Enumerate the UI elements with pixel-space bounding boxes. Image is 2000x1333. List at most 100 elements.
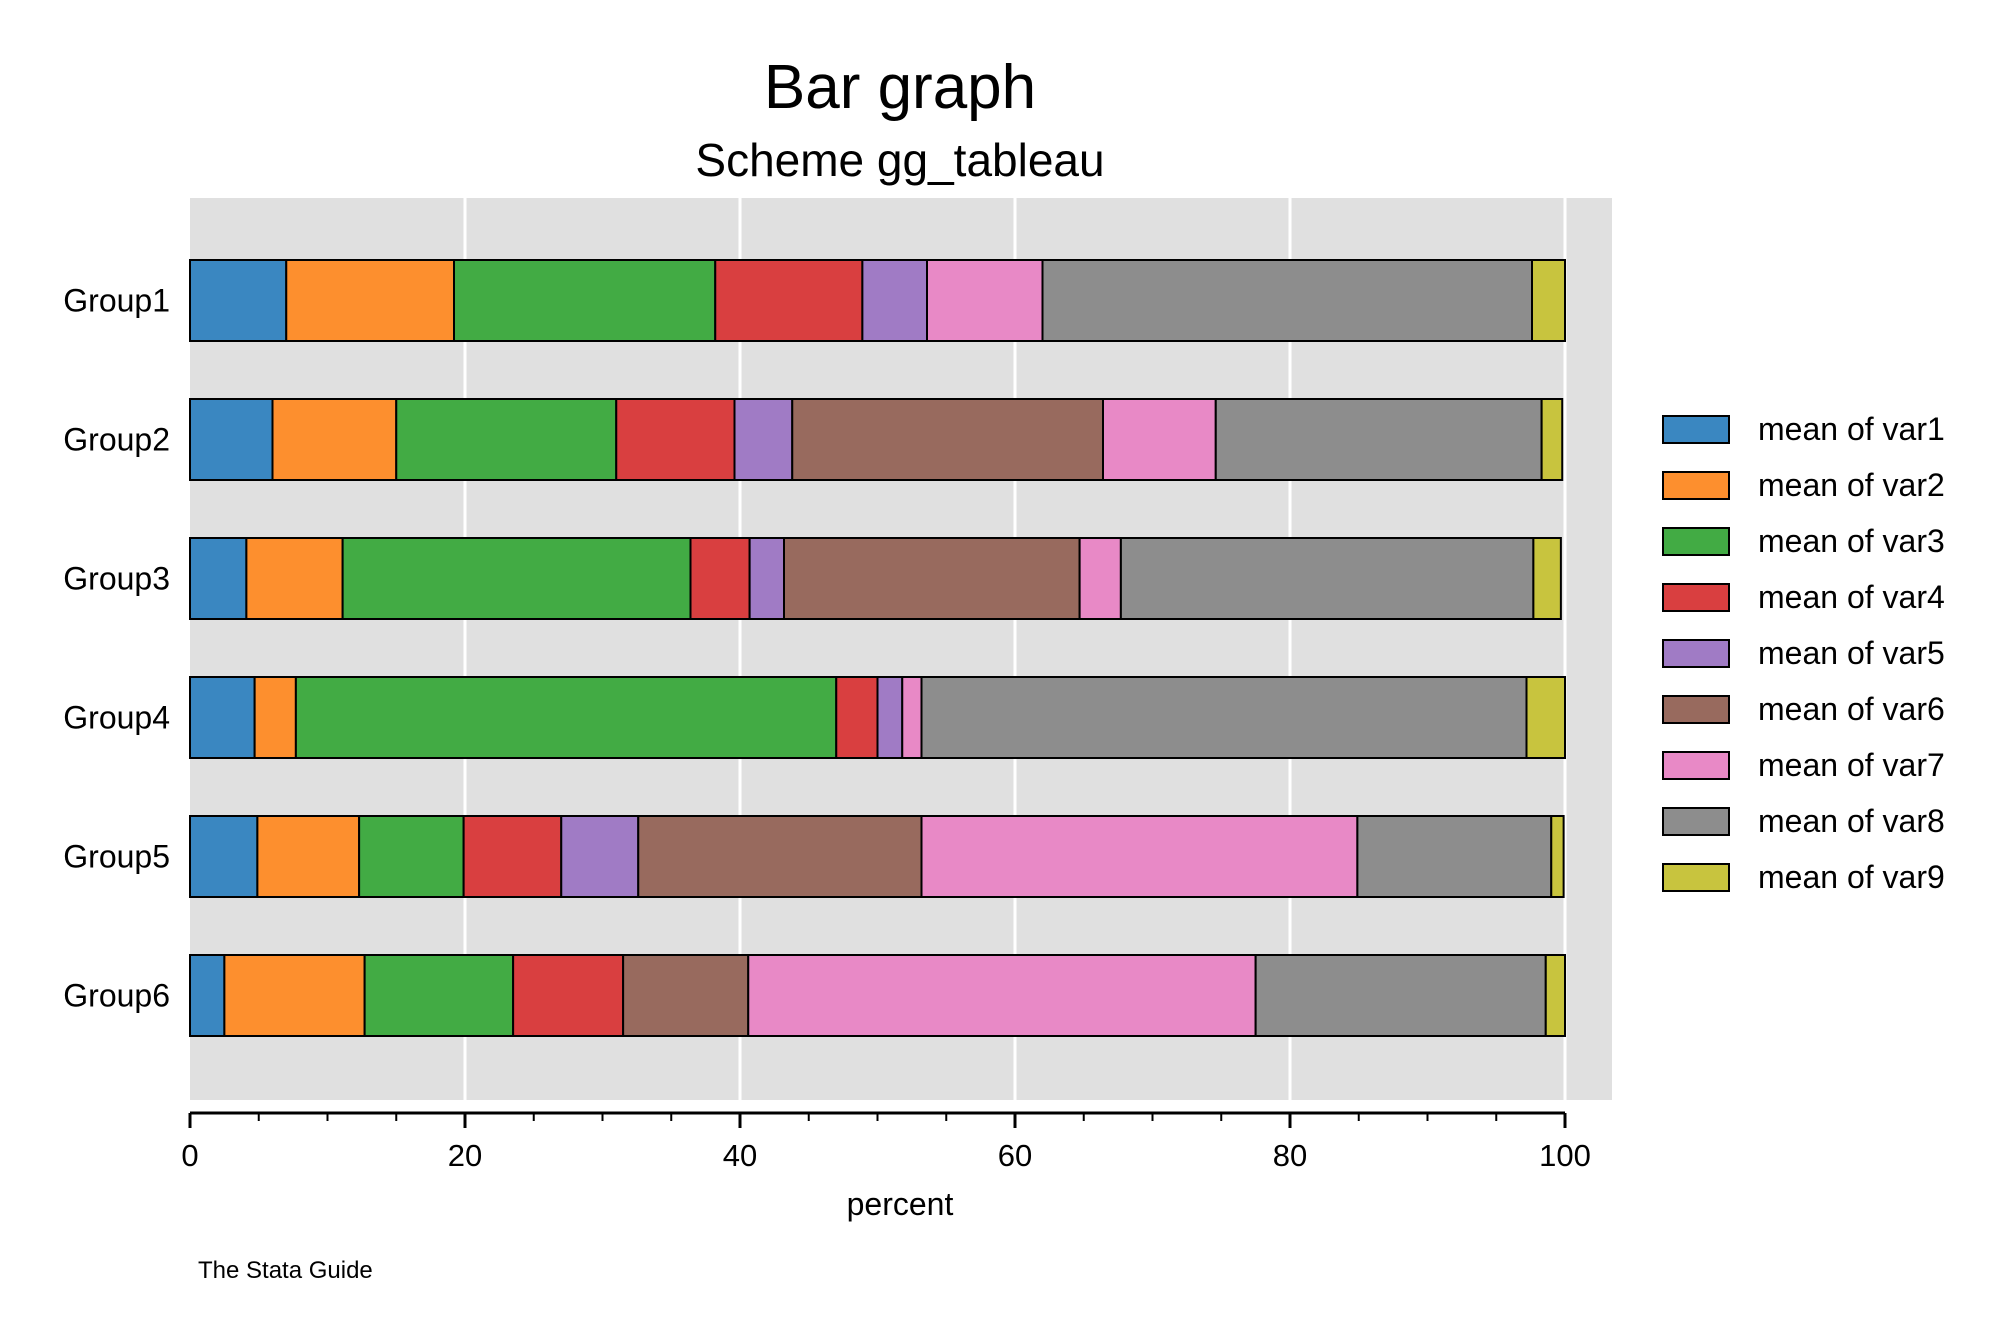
legend-label: mean of var2	[1758, 467, 1945, 503]
category-label: Group4	[63, 700, 170, 736]
bar-segment-group2-var4	[615, 398, 736, 481]
bar-group-group3	[189, 537, 1562, 620]
gridlines	[463, 198, 1567, 1100]
category-label: Group6	[63, 978, 170, 1014]
bar-group-group5	[189, 815, 1565, 898]
bar-segment-group6-var7	[747, 954, 1257, 1037]
bar-segment-group5-var1	[189, 815, 259, 898]
x-tick-label: 60	[998, 1138, 1032, 1173]
category-labels: Group1 Group2 Group3 Group4 Group5 Group6	[63, 283, 170, 1014]
x-tick-label: 80	[1273, 1138, 1307, 1173]
legend: mean of var1 mean of var2 mean of var3 mean…	[1662, 411, 1945, 895]
legend-swatch	[1662, 415, 1730, 444]
bar-segment-group6-var6	[622, 954, 750, 1037]
legend-label: mean of var8	[1758, 803, 1945, 839]
bar-segment-group5-var3	[358, 815, 465, 898]
bar-segment-group4-var1	[189, 676, 256, 759]
bar-segment-group6-var4	[512, 954, 625, 1037]
bars	[189, 259, 1566, 1037]
bar-segment-group5-var9	[1550, 815, 1565, 898]
bar-segment-group3-var8	[1119, 537, 1535, 620]
bar-segment-group5-var4	[462, 815, 563, 898]
bar-segment-group5-var6	[637, 815, 923, 898]
bar-segment-group3-var6	[783, 537, 1081, 620]
bar-segment-group2-var9	[1540, 398, 1564, 481]
x-tick-label: 100	[1539, 1138, 1591, 1173]
bar-segment-group2-var5	[733, 398, 794, 481]
legend-label: mean of var7	[1758, 747, 1945, 783]
bar-segment-group4-var3	[294, 676, 838, 759]
legend-item-var3: mean of var3	[1662, 523, 1945, 559]
bar-segment-group1-var3	[453, 259, 717, 342]
category-label: Group5	[63, 839, 170, 875]
legend-label: mean of var3	[1758, 523, 1945, 559]
legend-label: mean of var9	[1758, 859, 1945, 895]
category-label: Group1	[63, 283, 170, 319]
bar-group-group2	[189, 398, 1564, 481]
bar-segment-group2-var8	[1214, 398, 1543, 481]
legend-swatch	[1662, 527, 1730, 556]
legend-label: mean of var5	[1758, 635, 1945, 671]
category-label: Group3	[63, 561, 170, 597]
bar-segment-group4-var9	[1525, 676, 1566, 759]
bar-group-group4	[189, 676, 1566, 759]
bar-segment-group4-var7	[901, 676, 923, 759]
category-label: Group2	[63, 422, 170, 458]
bar-segment-group6-var1	[189, 954, 226, 1037]
legend-swatch	[1662, 583, 1730, 612]
legend-swatch	[1662, 471, 1730, 500]
bar-segment-group1-var4	[714, 259, 864, 342]
bar-segment-group2-var3	[395, 398, 618, 481]
x-axis: 0 20 40 60 80 100	[181, 1111, 1591, 1173]
x-tick-label: 20	[448, 1138, 482, 1173]
bar-segment-group6-var9	[1544, 954, 1566, 1037]
bar-segment-group3-var1	[189, 537, 248, 620]
legend-item-var9: mean of var9	[1662, 859, 1945, 895]
legend-item-var8: mean of var8	[1662, 803, 1945, 839]
bar-segment-group5-var2	[256, 815, 361, 898]
bar-segment-group4-var8	[920, 676, 1528, 759]
bar-segment-group2-var2	[271, 398, 398, 481]
legend-swatch	[1662, 863, 1730, 892]
bar-segment-group2-var7	[1102, 398, 1217, 481]
bar-segment-group3-var5	[748, 537, 785, 620]
plot-area	[190, 198, 1612, 1100]
legend-item-var4: mean of var4	[1662, 579, 1945, 615]
chart-title: Bar graph	[764, 53, 1036, 122]
bar-segment-group2-var6	[791, 398, 1104, 481]
legend-item-var6: mean of var6	[1662, 691, 1945, 727]
bar-group-group6	[189, 954, 1566, 1037]
x-axis-title: percent	[847, 1186, 954, 1222]
x-tick-label: 40	[723, 1138, 757, 1173]
legend-swatch	[1662, 807, 1730, 836]
legend-item-var1: mean of var1	[1662, 411, 1945, 447]
bar-segment-group1-var7	[926, 259, 1044, 342]
legend-swatch	[1662, 695, 1730, 724]
bar-segment-group6-var3	[363, 954, 515, 1037]
bar-segment-group6-var8	[1254, 954, 1547, 1037]
bar-segment-group3-var3	[341, 537, 692, 620]
bar-segment-group5-var8	[1356, 815, 1553, 898]
bar-segment-group1-var8	[1041, 259, 1533, 342]
bar-segment-group4-var2	[253, 676, 297, 759]
legend-label: mean of var4	[1758, 579, 1945, 615]
bar-group-group1	[189, 259, 1566, 342]
bar-segment-group4-var5	[876, 676, 904, 759]
bar-segment-group3-var7	[1078, 537, 1122, 620]
chart-subtitle: Scheme gg_tableau	[695, 134, 1104, 186]
bar-segment-group1-var9	[1531, 259, 1566, 342]
legend-label: mean of var1	[1758, 411, 1945, 447]
legend-swatch	[1662, 751, 1730, 780]
legend-swatch	[1662, 639, 1730, 668]
bar-segment-group5-var5	[560, 815, 640, 898]
legend-item-var5: mean of var5	[1662, 635, 1945, 671]
bar-segment-group3-var2	[245, 537, 344, 620]
bar-segment-group2-var1	[189, 398, 274, 481]
x-tick-label: 0	[181, 1138, 198, 1173]
bar-segment-group1-var2	[285, 259, 455, 342]
legend-item-var7: mean of var7	[1662, 747, 1945, 783]
bar-segment-group6-var2	[223, 954, 366, 1037]
bar-segment-group1-var1	[189, 259, 288, 342]
bar-segment-group1-var5	[861, 259, 928, 342]
